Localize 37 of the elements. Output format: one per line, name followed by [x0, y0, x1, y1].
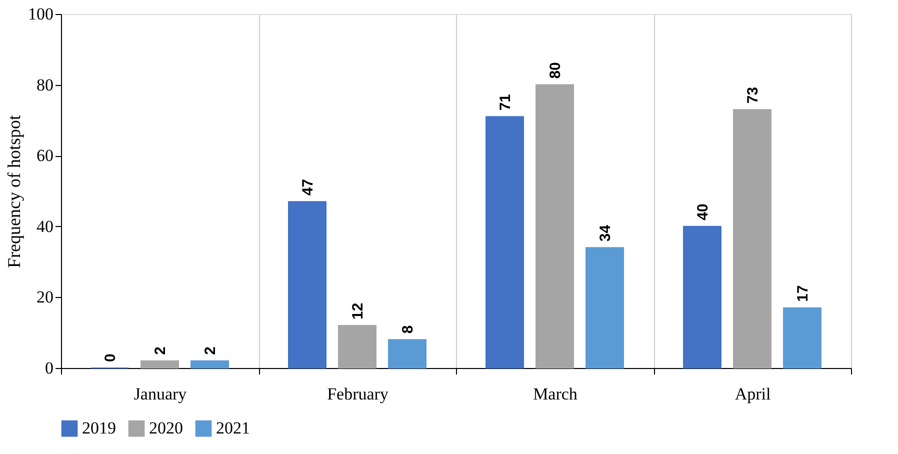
data-label: 34: [596, 224, 614, 242]
y-axis-title: Frequency of hotspot: [4, 115, 24, 268]
bar: [288, 201, 326, 368]
bar: [586, 247, 624, 368]
bar: [733, 109, 772, 368]
y-tick-label: 80: [36, 75, 54, 94]
data-label: 71: [496, 94, 514, 111]
data-label: 2: [152, 346, 169, 355]
x-tick-label: February: [327, 384, 389, 404]
legend-label: 2019: [82, 418, 116, 438]
y-tick-label: 60: [36, 146, 54, 166]
bar: [190, 360, 229, 368]
y-tick-label: 100: [28, 4, 54, 24]
data-label: 12: [349, 302, 366, 320]
y-tick-label: 20: [36, 288, 54, 307]
y-tick-label: 0: [45, 358, 54, 378]
data-label: 2: [202, 346, 219, 355]
bar: [486, 116, 524, 368]
data-label: 73: [744, 86, 762, 104]
data-label: 0: [102, 354, 119, 362]
x-tick-label: March: [533, 384, 578, 404]
data-label: 80: [546, 62, 564, 79]
legend-label: 2021: [216, 418, 250, 438]
bar: [140, 360, 179, 368]
data-label: 40: [694, 204, 712, 220]
y-tick-label: 40: [36, 216, 54, 236]
data-label: 47: [299, 178, 316, 196]
data-label: 8: [399, 325, 416, 334]
bar: [783, 307, 822, 368]
x-tick-label: April: [734, 384, 771, 404]
x-tick-label: January: [134, 384, 188, 404]
bar: [683, 226, 722, 368]
bar: [338, 325, 376, 368]
bar: [536, 84, 574, 368]
bar: [388, 339, 426, 368]
legend-label: 2020: [149, 418, 183, 438]
data-label: 17: [794, 285, 812, 302]
